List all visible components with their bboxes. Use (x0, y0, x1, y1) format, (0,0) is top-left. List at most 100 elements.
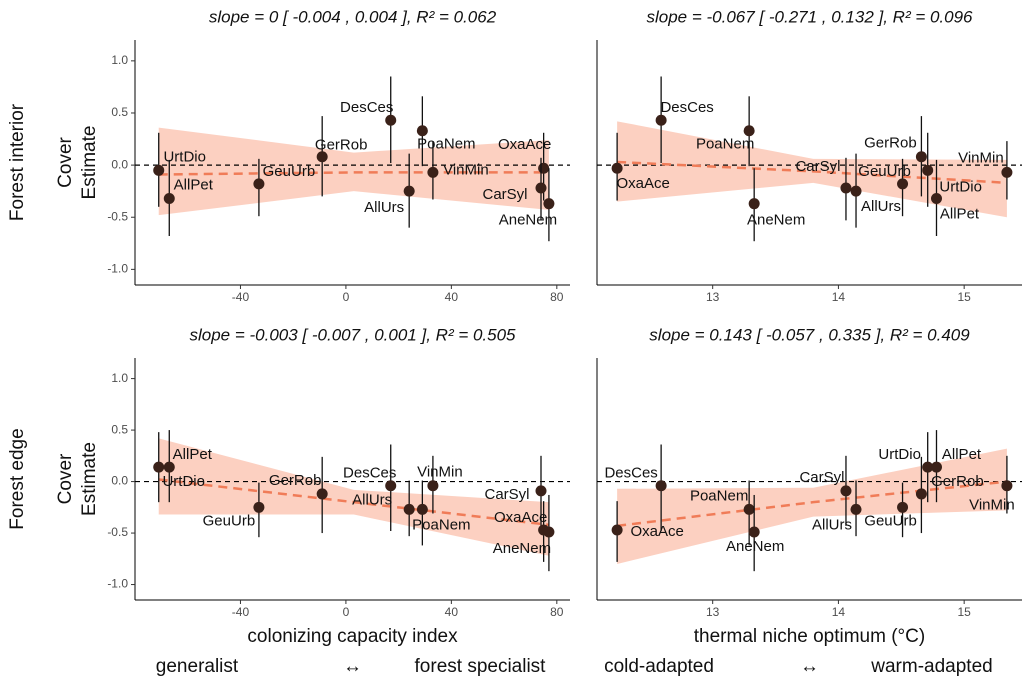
panel-title: slope = -0.067 [ -0.271 , 0.132 ], R² = … (646, 7, 973, 26)
point-label: GerRob (269, 472, 322, 489)
row-label: Forest edge (7, 428, 28, 529)
axis-annotation: cold-adapted (604, 656, 714, 677)
point-label: UrtDio (878, 446, 921, 463)
point (427, 480, 439, 492)
point-label: VinMin (443, 161, 489, 178)
panel-title: slope = 0 [ -0.004 , 0.004 ], R² = 0.062 (209, 7, 497, 26)
point-label: PoaNem (412, 516, 470, 533)
point (1001, 166, 1013, 178)
point-label: AneNem (499, 212, 557, 229)
point (416, 503, 428, 515)
point (385, 114, 397, 126)
point-label: VinMin (417, 464, 463, 481)
y-tick-label: 0.5 (111, 422, 128, 436)
point-label: DesCes (340, 99, 393, 116)
point-label: GeuUrb (864, 512, 917, 529)
point-label: CarSyl (795, 158, 840, 175)
point-label: OxaAce (498, 136, 551, 153)
point-label: GerRob (315, 137, 368, 154)
x-tick-label: 15 (957, 290, 971, 304)
x-tick-label: 80 (550, 290, 564, 304)
x-tick-label: -40 (232, 290, 250, 304)
confidence-ribbon (158, 438, 549, 556)
point-label: AllUrs (352, 491, 392, 508)
x-axis-label: colonizing capacity index (247, 626, 458, 647)
point (748, 198, 760, 210)
point (253, 501, 265, 513)
point-label: DesCes (343, 465, 396, 482)
point (611, 524, 623, 536)
point (543, 198, 555, 210)
point (385, 480, 397, 492)
y-axis-label: Estimate (79, 126, 100, 200)
x-tick-label: 14 (832, 290, 846, 304)
fit-line (158, 171, 549, 176)
point-label: DesCes (604, 465, 657, 482)
point-label: CarSyl (482, 186, 527, 203)
y-tick-label: 0.0 (111, 474, 128, 488)
point (535, 485, 547, 497)
point-label: UrtDio (162, 473, 205, 490)
x-axis-label: thermal niche optimum (°C) (694, 626, 925, 647)
point-label: DesCes (660, 99, 713, 116)
point-label: AllPet (174, 176, 214, 193)
panel-title: slope = -0.003 [ -0.007 , 0.001 ], R² = … (189, 325, 516, 344)
y-tick-label: -0.5 (107, 525, 128, 539)
x-tick-label: 40 (445, 605, 459, 619)
confidence-ribbon (617, 448, 1007, 564)
point (915, 151, 927, 163)
point-label: VinMin (969, 497, 1015, 514)
axis-annotation: forest specialist (415, 656, 547, 677)
point (897, 178, 909, 190)
point-label: PoaNem (696, 136, 754, 153)
y-tick-label: -1.0 (107, 262, 128, 276)
point (153, 461, 165, 473)
point (1001, 480, 1013, 492)
point (922, 461, 934, 473)
x-tick-label: 15 (957, 605, 971, 619)
point (316, 151, 328, 163)
point (316, 488, 328, 500)
point (850, 503, 862, 515)
point (655, 480, 667, 492)
point (922, 164, 934, 176)
point (427, 166, 439, 178)
axis-annotation: ↔ (343, 656, 362, 677)
confidence-ribbon (617, 121, 1007, 218)
row-label: Forest interior (7, 103, 28, 221)
point-label: CarSyl (484, 486, 529, 503)
point (163, 192, 175, 204)
axis-annotation: ↔ (800, 656, 819, 677)
point (743, 125, 755, 137)
x-tick-label: 13 (706, 290, 720, 304)
point-label: PoaNem (417, 136, 475, 153)
point (543, 526, 555, 538)
point (535, 182, 547, 194)
point (253, 178, 265, 190)
y-tick-label: 1.0 (111, 53, 128, 67)
fit-line (158, 478, 550, 527)
y-tick-label: 1.0 (111, 371, 128, 385)
point-label: OxaAce (630, 523, 683, 540)
point-label: GeuUrb (203, 512, 256, 529)
point-label: AneNem (493, 540, 551, 557)
point-label: OxaAce (616, 175, 669, 192)
point-label: AllUrs (861, 198, 901, 215)
point (416, 125, 428, 137)
y-axis-label: Cover (55, 453, 76, 504)
y-axis-label: Cover (55, 136, 76, 187)
x-tick-label: -40 (232, 605, 250, 619)
point-label: AllPet (942, 446, 982, 463)
point (655, 114, 667, 126)
fit-line (617, 160, 1007, 185)
point (840, 485, 852, 497)
y-tick-label: 0.5 (111, 105, 128, 119)
point-label: OxaAce (494, 509, 547, 526)
point-label: AllUrs (364, 199, 404, 216)
point (163, 461, 175, 473)
point-label: AneNem (747, 212, 805, 229)
point-label: PoaNem (690, 487, 748, 504)
point (930, 192, 942, 204)
point-label: GeuUrb (263, 163, 316, 180)
